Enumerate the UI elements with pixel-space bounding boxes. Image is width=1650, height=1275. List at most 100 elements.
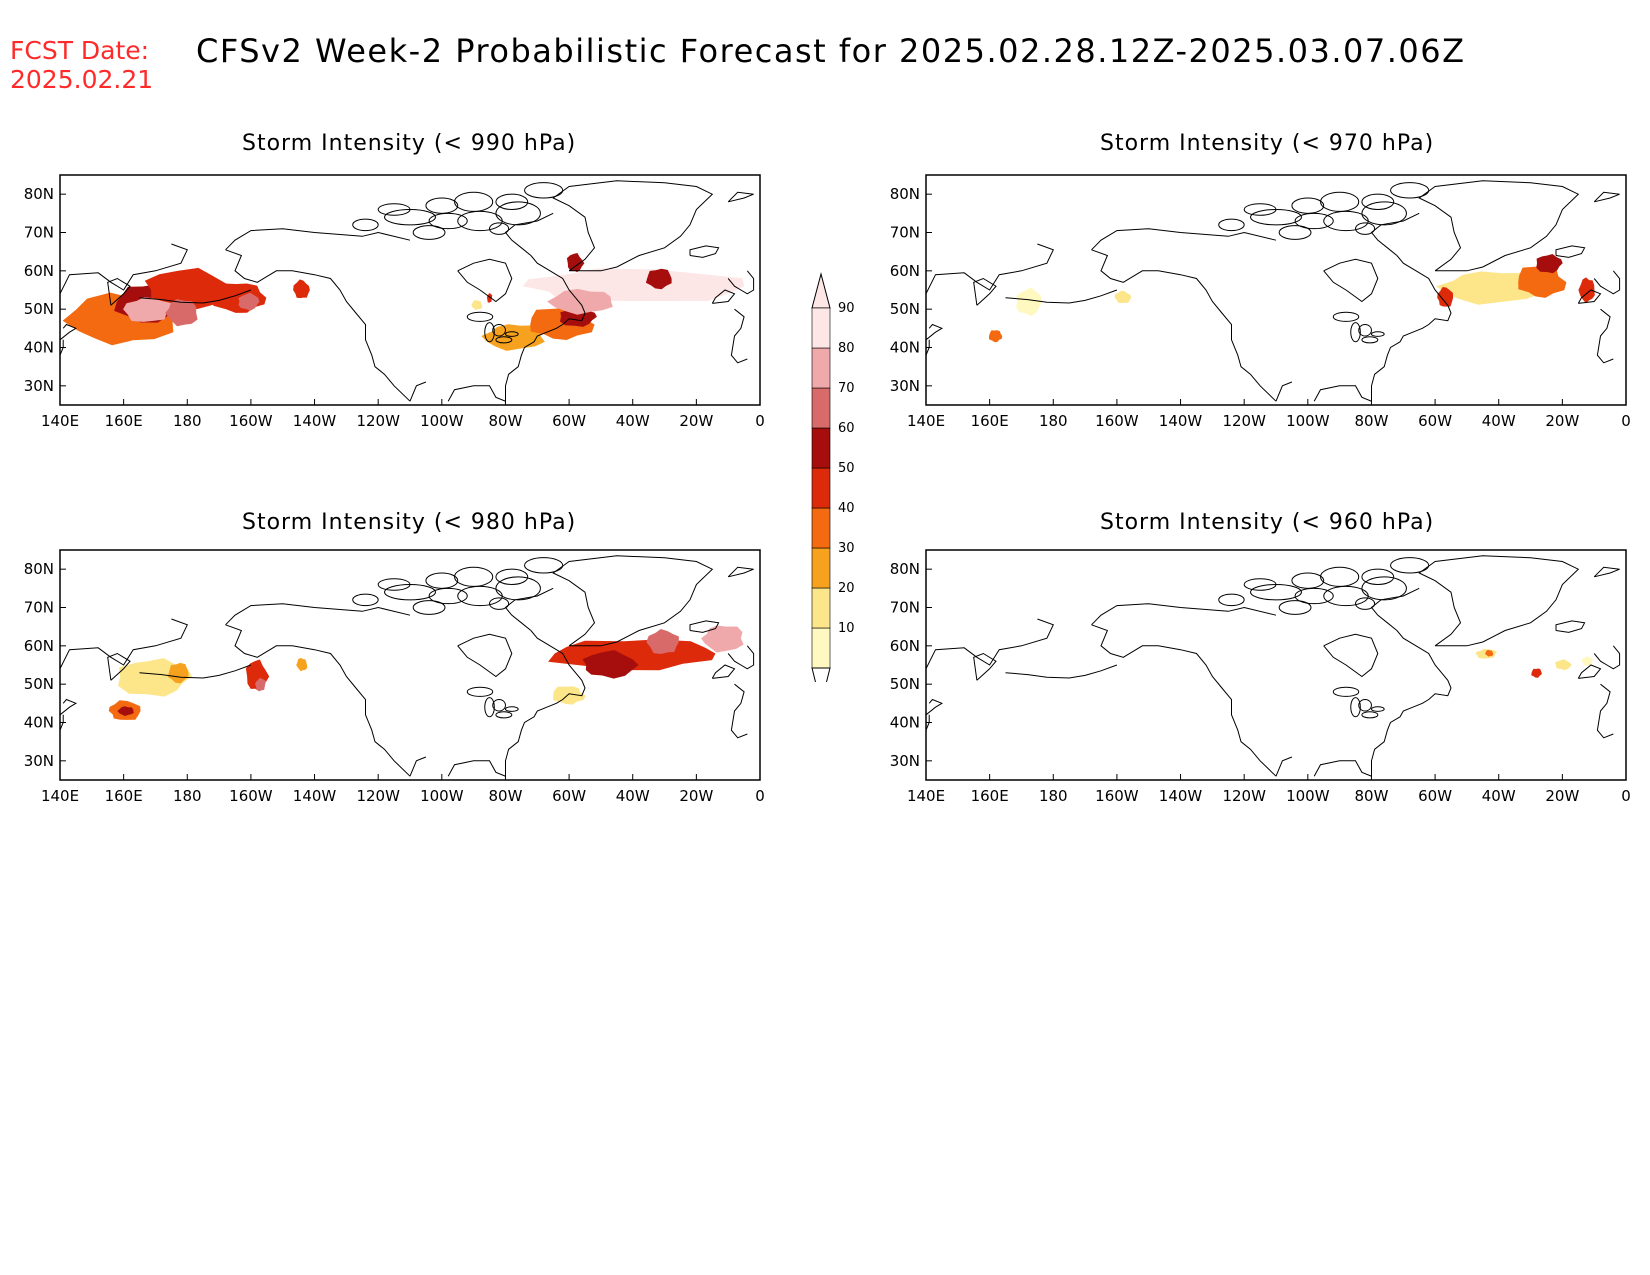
- lon-tick-label: 160E: [105, 787, 143, 805]
- lat-tick-label: 40N: [24, 714, 54, 732]
- probability-area: [1554, 659, 1572, 671]
- coastline: [1005, 289, 1118, 304]
- coastline-island: [524, 557, 564, 574]
- probability-area: [645, 268, 672, 290]
- coastline: [689, 245, 720, 258]
- lat-tick-label: 60N: [24, 637, 54, 655]
- map-panel-960: 140E 160E 180 160W 140W 120W 100W 80W 60W 40W 20W 0…: [890, 549, 1631, 805]
- lon-tick-label: 180: [1039, 412, 1068, 430]
- probability-area: [238, 292, 260, 311]
- coastline-island: [352, 593, 379, 607]
- coastline: [926, 698, 944, 716]
- coastline-island: [466, 311, 494, 322]
- coastline-island: [1218, 218, 1245, 232]
- coastline: [926, 618, 1054, 670]
- coastline-island: [492, 324, 506, 337]
- map-frame: [59, 174, 761, 406]
- probability-area: [646, 629, 679, 654]
- coastline-island: [425, 572, 459, 589]
- lon-tick-label: 120W: [1222, 412, 1266, 430]
- coastline: [1596, 683, 1614, 739]
- lon-tick-label: 160W: [1095, 412, 1139, 430]
- coastline-island: [484, 697, 495, 718]
- coastline-island: [1320, 566, 1360, 587]
- probability-colorbar: 10 20 30 40 50 60 70 80 90: [811, 272, 855, 682]
- coastline-island: [1390, 557, 1430, 574]
- coastline-island: [1355, 597, 1376, 610]
- coastline: [139, 664, 252, 679]
- lat-tick-label: 70N: [890, 599, 920, 617]
- coastline: [727, 270, 755, 295]
- probability-area: [293, 279, 310, 299]
- probability-area: [1531, 668, 1542, 678]
- coastline-island: [504, 331, 519, 337]
- coastline: [1091, 249, 1277, 402]
- fcst-date-label: FCST Date:: [10, 36, 150, 65]
- colorbar-label: 30: [838, 541, 855, 556]
- coastline: [225, 249, 411, 402]
- lon-tick-label: 180: [173, 412, 202, 430]
- coastline-island: [1332, 311, 1360, 322]
- lon-tick-label: 120W: [1222, 787, 1266, 805]
- colorbar-label: 10: [838, 621, 855, 636]
- probability-area: [1518, 265, 1567, 298]
- coastline: [225, 228, 411, 251]
- coastline: [1313, 630, 1452, 777]
- coastline: [1275, 381, 1293, 402]
- coastline-island: [1358, 699, 1372, 712]
- probability-area: [701, 625, 744, 653]
- coastline: [552, 180, 714, 272]
- lat-tick-label: 60N: [24, 262, 54, 280]
- map-panel-990: 140E 160E 180 160W 140W 120W 100W 80W 60W 40W 20W 0…: [24, 174, 765, 430]
- coastline-island: [1291, 572, 1325, 589]
- lon-tick-label: 100W: [420, 787, 464, 805]
- colorbar-segment: [811, 467, 831, 509]
- lon-tick-label: 60W: [1418, 412, 1452, 430]
- coastline: [711, 289, 736, 304]
- coastline-island: [425, 197, 459, 214]
- coastline: [1593, 645, 1621, 670]
- lat-tick-label: 30N: [24, 377, 54, 395]
- lat-tick-label: 60N: [890, 262, 920, 280]
- coastline-island: [495, 568, 529, 585]
- colorbar-label: 90: [838, 301, 855, 316]
- fcst-date-block: FCST Date: 2025.02.21: [10, 36, 153, 94]
- lon-tick-label: 40W: [616, 412, 650, 430]
- lon-tick-label: 100W: [420, 412, 464, 430]
- coastline-island: [524, 182, 564, 199]
- lat-tick-label: 30N: [890, 752, 920, 770]
- colorbar-label: 80: [838, 341, 855, 356]
- map-frame: [925, 174, 1627, 406]
- lon-tick-label: 0: [755, 787, 765, 805]
- probability-area: [255, 678, 266, 691]
- coastline: [926, 323, 944, 341]
- lon-tick-label: 140E: [907, 787, 945, 805]
- coastline-island: [454, 566, 494, 587]
- coastline: [1593, 566, 1620, 578]
- lon-tick-label: 20W: [1545, 412, 1579, 430]
- lon-tick-label: 40W: [1482, 787, 1516, 805]
- coastline: [1593, 270, 1621, 295]
- colorbar-label: 70: [838, 381, 855, 396]
- coastline: [552, 555, 714, 647]
- coastline: [1577, 664, 1602, 679]
- lon-tick-label: 0: [755, 412, 765, 430]
- coastline: [1577, 289, 1602, 304]
- lat-tick-label: 70N: [24, 599, 54, 617]
- lon-tick-label: 40W: [616, 787, 650, 805]
- coastline: [107, 277, 131, 306]
- lon-tick-label: 20W: [679, 412, 713, 430]
- probability-area: [167, 662, 189, 684]
- probability-area: [566, 253, 585, 273]
- lat-tick-label: 40N: [890, 339, 920, 357]
- colorbar-label: 20: [838, 581, 855, 596]
- coastline: [689, 620, 720, 633]
- coastline: [225, 624, 411, 777]
- panel-title-960: Storm Intensity (< 960 hPa): [1100, 510, 1435, 535]
- lon-tick-label: 140W: [1159, 787, 1203, 805]
- coastline: [1323, 633, 1379, 678]
- coastline-island: [1243, 578, 1277, 591]
- fcst-date-value: 2025.02.21: [10, 65, 154, 94]
- coastline: [1091, 228, 1277, 251]
- coastline: [457, 258, 513, 303]
